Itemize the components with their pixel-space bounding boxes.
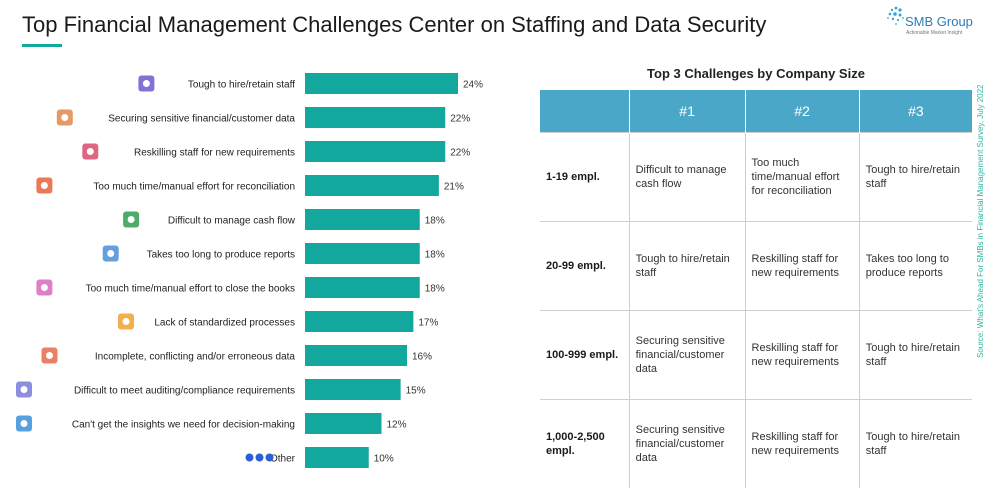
bar-value-label: 10% — [374, 454, 394, 465]
stopwatch-icon — [36, 177, 53, 194]
page-title: Top Financial Management Challenges Cent… — [22, 12, 767, 37]
dots-icon — [245, 453, 274, 462]
category-label: Reskilling staff for new requirements — [134, 148, 295, 159]
bar-value-label: 21% — [444, 182, 464, 193]
company-size-cell: 100-999 empl. — [540, 310, 630, 400]
bar — [305, 243, 420, 264]
bar-value-label: 16% — [412, 352, 432, 363]
category-label: Lack of standardized processes — [154, 318, 295, 329]
table-row: 20-99 empl. Tough to hire/retain staff R… — [540, 221, 972, 311]
challenge-2-cell: Reskilling staff for new requirements — [744, 399, 860, 488]
bar — [305, 413, 382, 434]
company-size-cell: 1-19 empl. — [540, 132, 630, 222]
bar — [305, 277, 420, 298]
category-label: Tough to hire/retain staff — [188, 80, 295, 91]
category-label: Other — [270, 454, 296, 465]
hand-coins-icon — [56, 109, 73, 126]
table-title: Top 3 Challenges by Company Size — [647, 66, 865, 81]
category-label: Difficult to meet auditing/compliance re… — [74, 386, 295, 397]
bar-value-label: 18% — [425, 284, 445, 295]
bar — [305, 141, 446, 162]
table-row: 1-19 empl. Difficult to manage cash flow… — [540, 132, 972, 222]
bar — [305, 73, 458, 94]
bar-value-label: 12% — [387, 420, 407, 431]
bar-value-label: 22% — [450, 114, 470, 125]
bar — [305, 107, 446, 128]
challenge-3-cell: Takes too long to produce reports — [858, 221, 972, 311]
bar-chart: 24% Tough to hire/retain staff 22% Securing… — [16, 73, 483, 468]
logo-icon — [887, 6, 904, 25]
audit-checklist-icon — [16, 381, 32, 398]
challenge-2-cell: Too much time/manual effort for reconcil… — [744, 132, 860, 222]
company-size-cell: 20-99 empl. — [540, 221, 630, 311]
bar-value-label: 18% — [425, 250, 445, 261]
bar — [305, 379, 401, 400]
gear-icon — [118, 313, 134, 330]
table-row: 100-999 empl. Securing sensitive financi… — [540, 310, 972, 400]
bar — [305, 209, 420, 230]
bar-value-label: 24% — [463, 80, 483, 91]
table-header-row: #1 #2 #3 — [540, 90, 972, 133]
logo-text: SMB Group — [905, 14, 973, 29]
challenge-2-cell: Reskilling staff for new requirements — [744, 310, 860, 400]
bar — [305, 311, 414, 332]
magnifier-person-icon — [138, 75, 155, 92]
challenge-3-cell: Tough to hire/retain staff — [858, 399, 972, 488]
company-size-cell: 1,000-2,500 empl. — [540, 399, 630, 488]
table-header-3: #3 — [858, 90, 972, 133]
table-header-2: #2 — [744, 90, 860, 133]
challenge-1-cell: Difficult to manage cash flow — [628, 132, 746, 222]
challenge-3-cell: Tough to hire/retain staff — [858, 132, 972, 222]
bar-value-label: 18% — [425, 216, 445, 227]
report-icon — [102, 245, 119, 262]
bar — [305, 345, 407, 366]
bar-value-label: 15% — [406, 386, 426, 397]
insight-people-icon — [16, 415, 32, 432]
bar — [305, 175, 439, 196]
book-icon — [36, 279, 53, 296]
category-label: Can't get the insights we need for decis… — [72, 420, 295, 431]
bar-value-label: 17% — [418, 318, 438, 329]
category-label: Securing sensitive financial/customer da… — [108, 114, 295, 125]
challenge-1-cell: Securing sensitive financial/customer da… — [628, 310, 746, 400]
category-label: Too much time/manual effort to close the… — [86, 284, 295, 295]
cash-icon — [123, 211, 140, 228]
category-label: Incomplete, conflicting and/or erroneous… — [95, 352, 296, 363]
source-note: Source: What's Ahead For SMBs in Financi… — [976, 84, 985, 358]
table-header-size — [540, 90, 630, 133]
challenge-1-cell: Tough to hire/retain staff — [628, 221, 746, 311]
challenge-1-cell: Securing sensitive financial/customer da… — [628, 399, 746, 488]
challenge-2-cell: Reskilling staff for new requirements — [744, 221, 860, 311]
challenges-table: #1 #2 #3 1-19 empl. Difficult to manage … — [540, 90, 972, 488]
challenge-3-cell: Tough to hire/retain staff — [858, 310, 972, 400]
people-training-icon — [82, 143, 99, 160]
puzzle-icon — [41, 347, 58, 364]
table-header-1: #1 — [628, 90, 746, 133]
logo-tagline: Actionable Market Insight — [906, 30, 963, 36]
bar — [305, 447, 369, 468]
title-underline — [22, 44, 62, 47]
category-label: Difficult to manage cash flow — [168, 216, 296, 227]
table-row: 1,000-2,500 empl. Securing sensitive fin… — [540, 399, 972, 488]
category-label: Too much time/manual effort for reconcil… — [93, 182, 295, 193]
category-label: Takes too long to produce reports — [147, 250, 295, 261]
bar-value-label: 22% — [450, 148, 470, 159]
